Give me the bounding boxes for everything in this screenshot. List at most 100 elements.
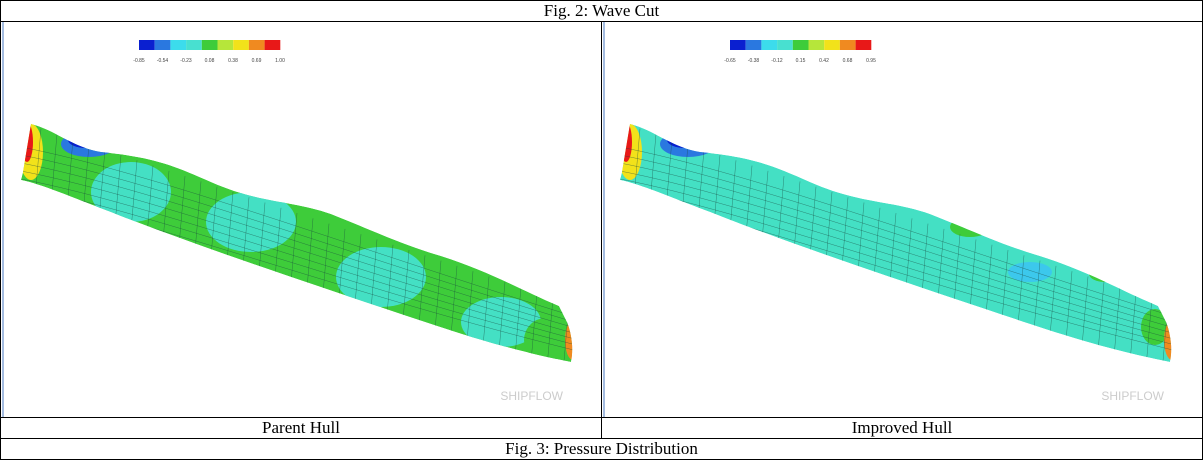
mesh-line: [386, 244, 394, 315]
mesh-line: [546, 297, 554, 362]
mesh-line: [21, 170, 573, 335]
mesh-line: [338, 228, 346, 299]
colorbar-swatch: [730, 40, 746, 50]
colorbar-label: -0.38: [748, 58, 760, 64]
mesh-line: [434, 260, 442, 331]
mesh-line: [466, 271, 474, 342]
colorbar-swatch: [745, 40, 762, 50]
mesh-line: [841, 197, 849, 268]
colorbar-label: -0.23: [180, 58, 192, 64]
mesh-line: [210, 186, 218, 257]
mesh-line: [530, 292, 538, 362]
mesh-line: [498, 281, 506, 352]
panel-cell: -0.65 -0.38 -0.12 0.15 0.42 0.68 0.95 SHIPFLOW: [601, 21, 1203, 418]
panel-cell: -0.85 -0.54 -0.23 0.08 0.38 0.69 1.00 SHIPFLOW: [0, 21, 602, 418]
mesh-line: [162, 170, 170, 241]
colorbar-swatch: [761, 40, 778, 50]
mesh-line: [745, 165, 753, 236]
mesh-line: [857, 202, 865, 273]
stern-pressure: [572, 324, 573, 356]
mesh-line: [1017, 255, 1025, 326]
hull-fill: [620, 124, 1172, 362]
colorbar-label: -0.65: [724, 58, 736, 64]
header-title: Fig. 2: Wave Cut: [0, 0, 1203, 22]
low-pressure: [667, 132, 703, 148]
mesh-line: [21, 178, 573, 340]
mesh-line: [905, 218, 913, 289]
mesh-line: [258, 202, 266, 273]
mesh-line: [729, 160, 737, 231]
mesh-line: [1065, 271, 1073, 342]
colorbar-swatch: [248, 40, 265, 50]
mesh-line: [793, 181, 801, 252]
mesh-line: [402, 250, 410, 321]
colorbar-swatch: [264, 40, 281, 50]
colorbar-swatch: [855, 40, 872, 50]
colorbar-swatch: [217, 40, 234, 50]
hull: [620, 124, 1172, 362]
colorbar-swatch: [824, 40, 840, 50]
colorbar-label: 1.00: [275, 58, 285, 64]
mesh-line: [777, 176, 785, 247]
caption: Improved Hull: [601, 417, 1203, 439]
mesh-line: [713, 154, 721, 226]
mesh-line: [1097, 281, 1105, 352]
mesh-line: [1049, 265, 1057, 336]
pressure-patch: [206, 192, 296, 252]
mesh-line: [130, 160, 138, 231]
colorbar-label: -0.12: [771, 58, 783, 64]
colorbar-label: 0.69: [252, 58, 262, 64]
colorbar-label: 0.42: [819, 58, 829, 64]
colorbar-swatch: [792, 40, 809, 50]
mesh-line: [969, 239, 977, 310]
colorbar-label: 0.08: [205, 58, 215, 64]
colorbar-label: -0.85: [133, 58, 145, 64]
mesh-line: [620, 154, 1172, 323]
mesh-line: [274, 207, 282, 278]
colorbar-label: 0.15: [796, 58, 806, 64]
pressure-patch: [461, 297, 541, 347]
colorbar-swatch: [233, 40, 249, 50]
mesh-line: [889, 213, 897, 284]
mesh-line: [985, 244, 993, 315]
mesh-line: [21, 162, 573, 329]
mesh-line: [450, 265, 458, 336]
colorbar-swatch: [777, 40, 793, 50]
low-pressure: [61, 131, 117, 157]
mesh-line: [937, 228, 945, 299]
mesh-line: [761, 170, 769, 241]
mesh-line: [620, 162, 1172, 329]
mesh-line: [322, 223, 330, 294]
mesh-line: [809, 186, 817, 257]
mesh-line: [178, 176, 186, 247]
mesh-line: [21, 146, 573, 318]
colorbar-label: 0.68: [843, 58, 853, 64]
mesh-line: [242, 197, 250, 268]
watermark: SHIPFLOW: [500, 389, 563, 403]
low-pressure: [660, 131, 716, 157]
mesh-line: [226, 191, 234, 262]
mesh-line: [1129, 292, 1137, 362]
watermark: SHIPFLOW: [1101, 389, 1164, 403]
mesh-line: [873, 207, 881, 278]
mesh-line: [1113, 286, 1121, 358]
colorbar-label: 0.38: [228, 58, 238, 64]
hull: [21, 124, 573, 362]
mesh-line: [1145, 297, 1153, 362]
stern-pressure: [1164, 320, 1172, 360]
mesh-line: [514, 286, 522, 358]
colorbar-label: -0.54: [157, 58, 169, 64]
colorbar-swatch: [154, 40, 171, 50]
stern-pressure: [565, 320, 573, 360]
colorbar-swatch: [839, 40, 856, 50]
mesh-line: [825, 191, 833, 262]
hull-image: -0.65 -0.38 -0.12 0.15 0.42 0.68 0.95 SHIPFLOW: [603, 22, 1172, 417]
pressure-patch: [91, 162, 171, 222]
pressure-patch: [524, 318, 568, 362]
pressure-patch: [950, 217, 990, 237]
mesh-line: [146, 165, 154, 236]
hull-body: [620, 124, 1172, 362]
mesh-line: [1081, 276, 1089, 347]
mesh-line: [194, 181, 202, 252]
